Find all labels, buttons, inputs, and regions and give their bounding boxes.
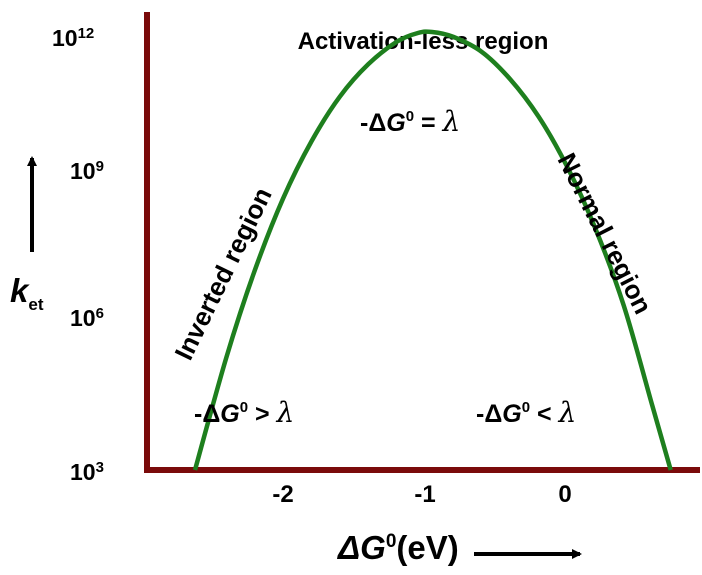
- x-tick-label: 0: [558, 481, 571, 508]
- y-axis-label: ket: [10, 272, 44, 314]
- svg-text:1012: 1012: [52, 25, 94, 51]
- svg-text:103: 103: [70, 459, 104, 485]
- right-condition-label: -ΔG0 < λ: [476, 396, 576, 429]
- svg-text:109: 109: [70, 158, 104, 184]
- left-condition-label: -ΔG0 > λ: [194, 396, 294, 429]
- x-tick-label: -2: [272, 481, 293, 508]
- y-tick-6: 106: [70, 305, 104, 331]
- y-tick-exp: 6: [96, 305, 104, 322]
- y-tick-base: 10: [70, 305, 96, 331]
- y-tick-base: 10: [70, 459, 96, 485]
- y-tick-9: 109: [70, 158, 104, 184]
- y-tick-exp: 9: [96, 158, 104, 175]
- normal-region-label: Normal region: [552, 148, 659, 319]
- x-tick-label: -1: [414, 481, 435, 508]
- y-tick-base: 10: [70, 158, 96, 184]
- peak-condition-label: -ΔG0 = λ: [360, 105, 460, 138]
- y-tick-12: 1012: [52, 25, 94, 51]
- inverted-region-label: Inverted region: [168, 183, 277, 365]
- y-tick-exp: 3: [96, 459, 104, 476]
- y-tick-exp: 12: [78, 25, 95, 42]
- y-tick-base: 10: [52, 25, 78, 51]
- series-line: [192, 29, 673, 471]
- x-axis-label: ΔG0(eV): [336, 529, 459, 566]
- y-tick-3: 103: [70, 459, 104, 485]
- svg-text:106: 106: [70, 305, 104, 331]
